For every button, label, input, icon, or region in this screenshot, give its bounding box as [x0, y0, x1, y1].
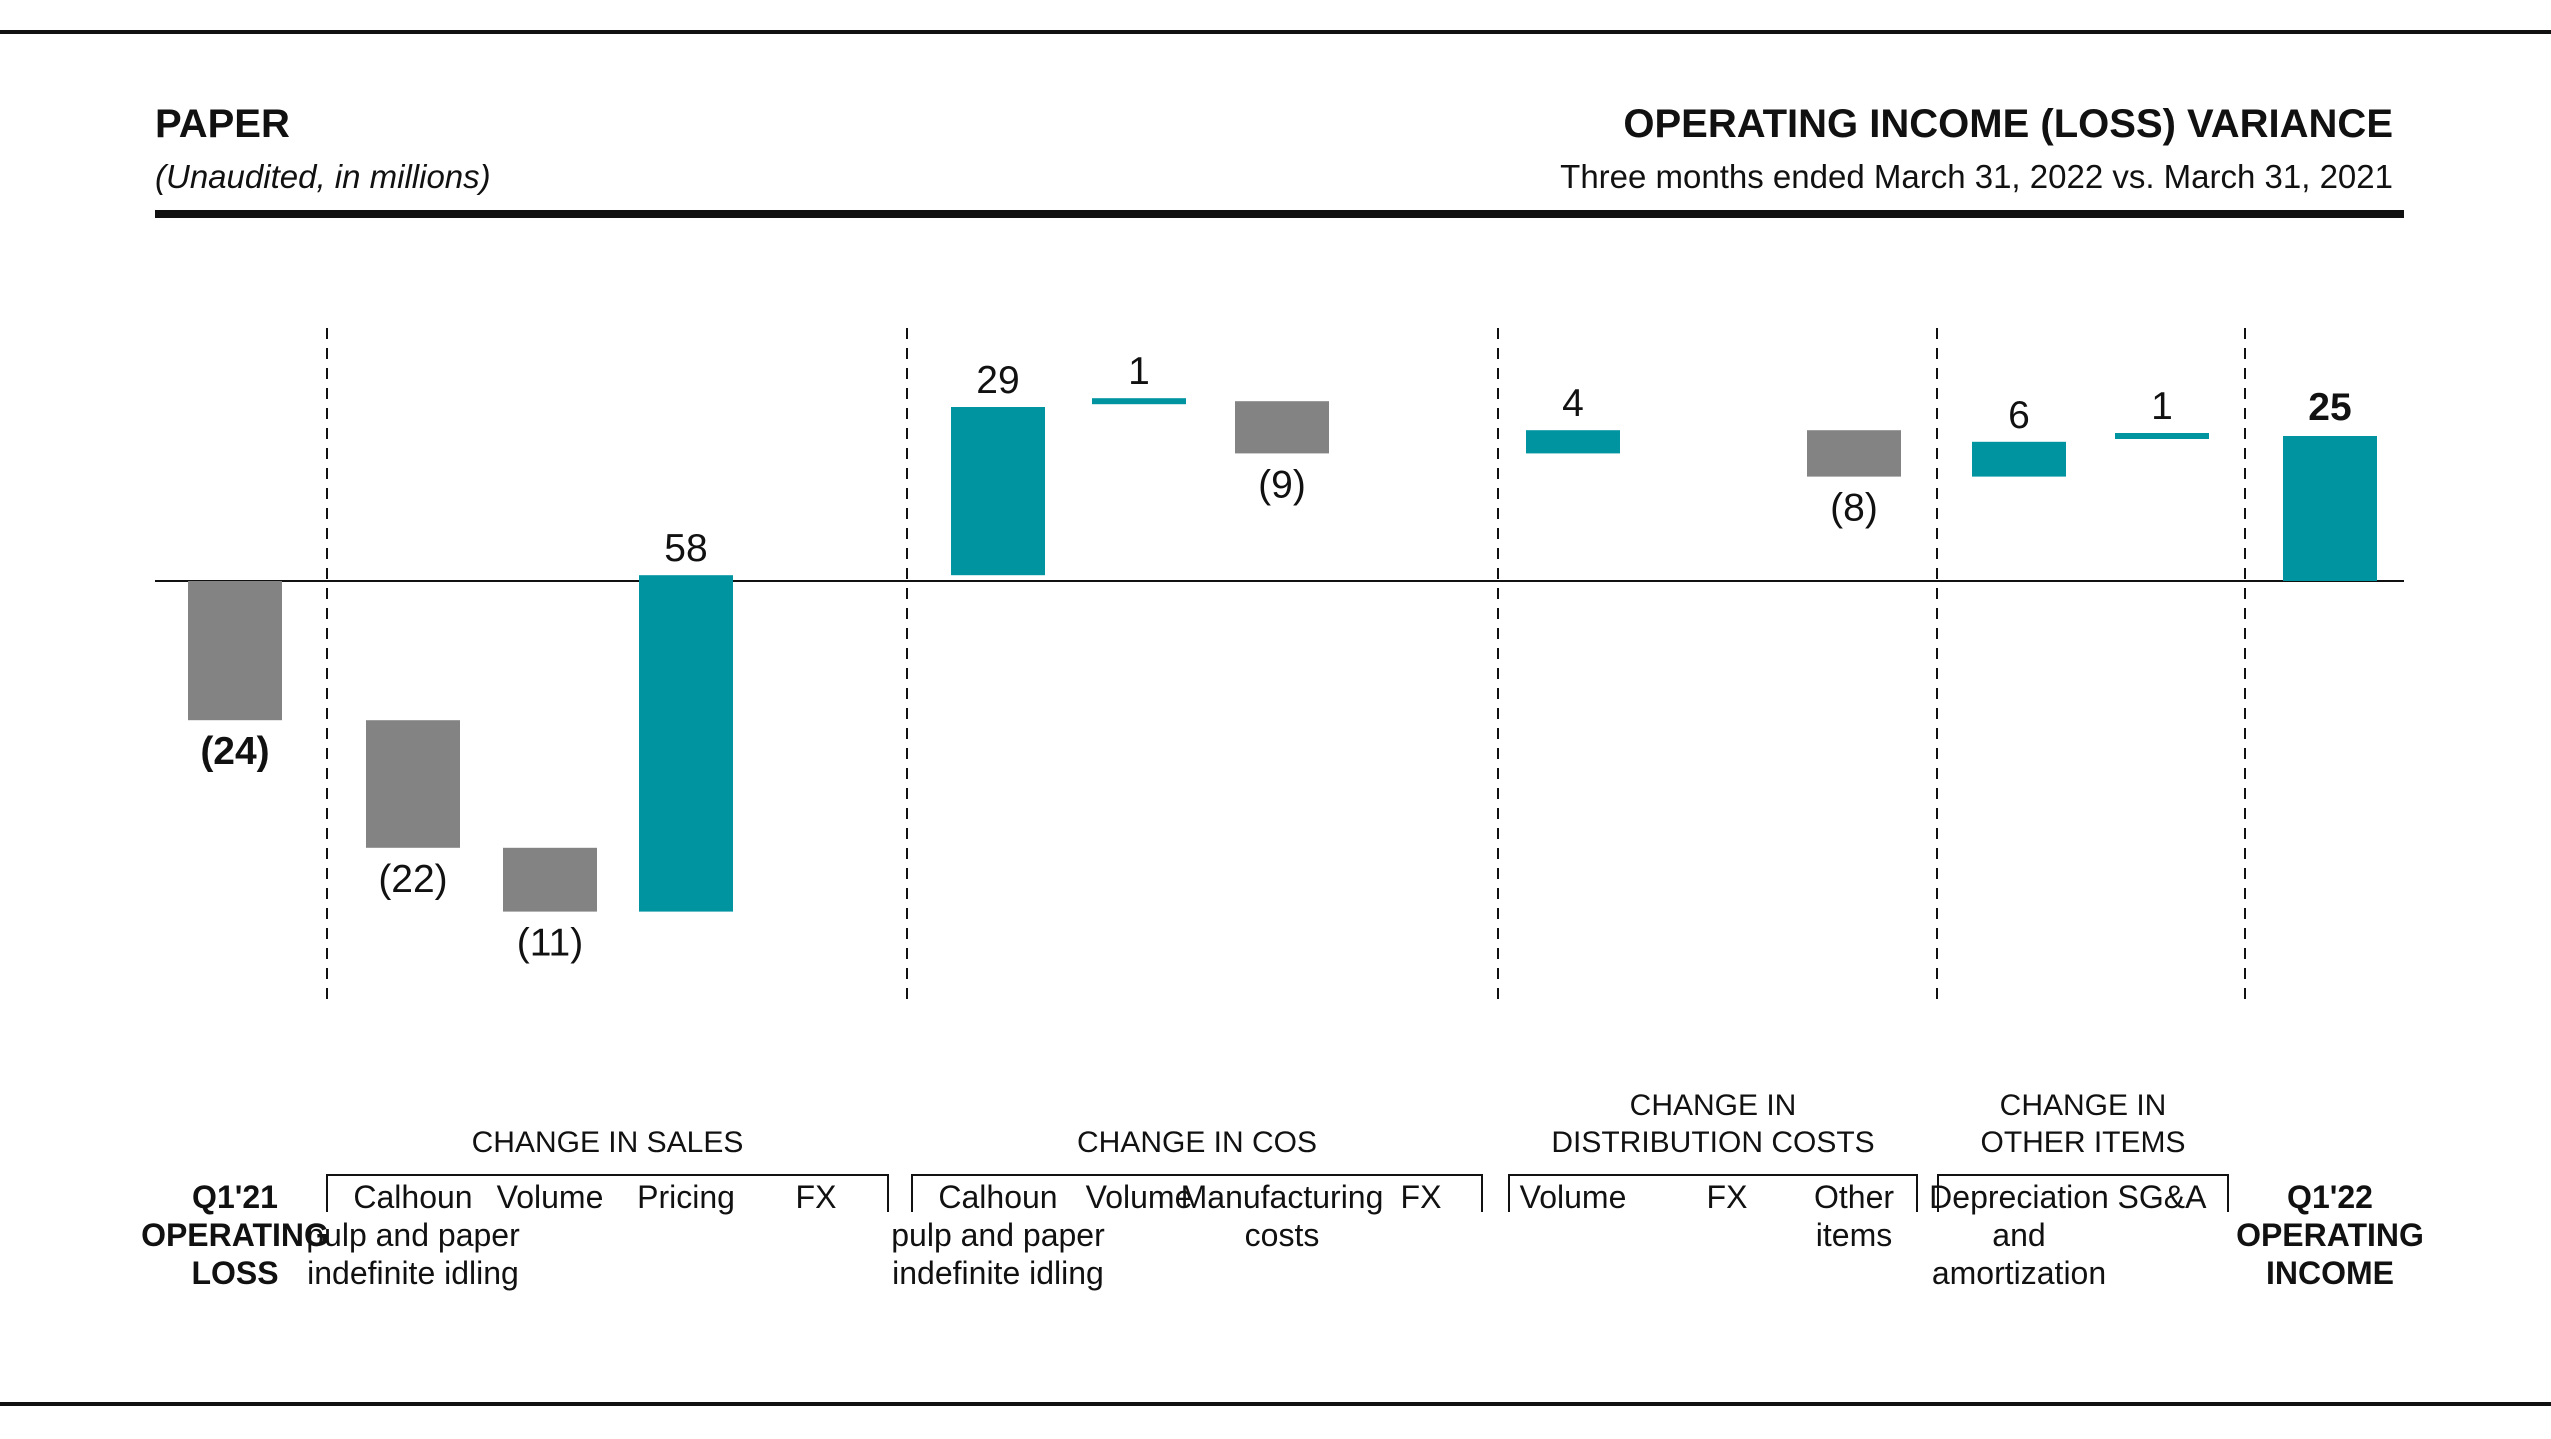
category-label-step: Pricing [637, 1179, 735, 1215]
group-heading: CHANGE IN SALES [472, 1126, 744, 1159]
category-label-step: FX [796, 1179, 837, 1215]
group-separators [326, 328, 2246, 1003]
data-label-step: 6 [2008, 394, 2030, 437]
category-label-step: items [1816, 1217, 1892, 1253]
data-label-step: 1 [1128, 350, 1150, 393]
category-label-step: Volume [1520, 1179, 1627, 1215]
category-label-step: FX [1401, 1179, 1442, 1215]
category-label-step: Volume [1086, 1179, 1193, 1215]
category-label-step: indefinite idling [892, 1255, 1104, 1291]
data-label-step: 29 [976, 359, 1019, 402]
category-label-step: indefinite idling [307, 1255, 519, 1291]
category-label-step: FX [1707, 1179, 1748, 1215]
bar-step [639, 575, 733, 912]
group-bracket [326, 1174, 889, 1212]
bar-step [503, 847, 597, 912]
group-bracket [911, 1174, 1483, 1212]
units-note: (Unaudited, in millions) [155, 158, 491, 195]
bar-end-total [2283, 436, 2377, 581]
data-label-step: 1 [2151, 385, 2173, 428]
group-bracket [1937, 1174, 2229, 1212]
group-heading: OTHER ITEMS [1980, 1126, 2185, 1159]
bar-step [1972, 441, 2066, 477]
group-heading: CHANGE IN [1630, 1089, 1797, 1122]
category-label-step: Other [1814, 1179, 1894, 1215]
category-label-step: Volume [497, 1179, 604, 1215]
data-label-end: 25 [2308, 386, 2351, 429]
category-label-start: OPERATING [141, 1217, 329, 1253]
bar-start-total [188, 581, 282, 721]
bar-step [366, 720, 460, 848]
group-heading: DISTRIBUTION COSTS [1551, 1126, 1874, 1159]
group-bracket [1508, 1174, 1918, 1212]
category-label-step: and [1992, 1217, 2045, 1253]
category-label-step: costs [1245, 1217, 1320, 1253]
data-label-step: (11) [517, 922, 583, 965]
data-label-step: (8) [1830, 487, 1878, 530]
group-heading: CHANGE IN COS [1077, 1126, 1317, 1159]
category-label-start: LOSS [191, 1255, 278, 1291]
bar-step [1526, 430, 1620, 454]
bar-step [2115, 433, 2209, 439]
data-label-step: 58 [664, 527, 707, 570]
data-label-start: (24) [200, 730, 269, 773]
bar-step [1092, 398, 1186, 405]
category-label-start: Q1'21 [192, 1179, 278, 1215]
data-label-step: (22) [378, 858, 447, 901]
category-label-end: INCOME [2266, 1255, 2394, 1291]
data-label-step: (9) [1258, 463, 1306, 506]
bar-step [1807, 430, 1901, 477]
chart-subtitle: Three months ended March 31, 2022 vs. Ma… [1560, 158, 2393, 195]
chart-title: OPERATING INCOME (LOSS) VARIANCE [1623, 102, 2393, 146]
category-label-step: SG&A [2118, 1179, 2208, 1215]
bar-step [951, 407, 1045, 576]
category-label-step: Manufacturing [1181, 1179, 1384, 1215]
data-label-step: 4 [1562, 382, 1584, 425]
category-label-step: pulp and paper [306, 1217, 520, 1253]
category-label-step: amortization [1932, 1255, 2106, 1291]
category-label-step: Depreciation [1929, 1179, 2109, 1215]
category-label-end: Q1'22 [2287, 1179, 2373, 1215]
bars-layer [188, 398, 2377, 1212]
category-label-step: pulp and paper [891, 1217, 1105, 1253]
category-label-step: Calhoun [353, 1179, 472, 1215]
group-heading: CHANGE IN [2000, 1089, 2167, 1122]
bar-step [1235, 401, 1329, 454]
category-label-end: OPERATING [2236, 1217, 2424, 1253]
segment-title: PAPER [155, 102, 290, 146]
category-label-step: Calhoun [938, 1179, 1057, 1215]
